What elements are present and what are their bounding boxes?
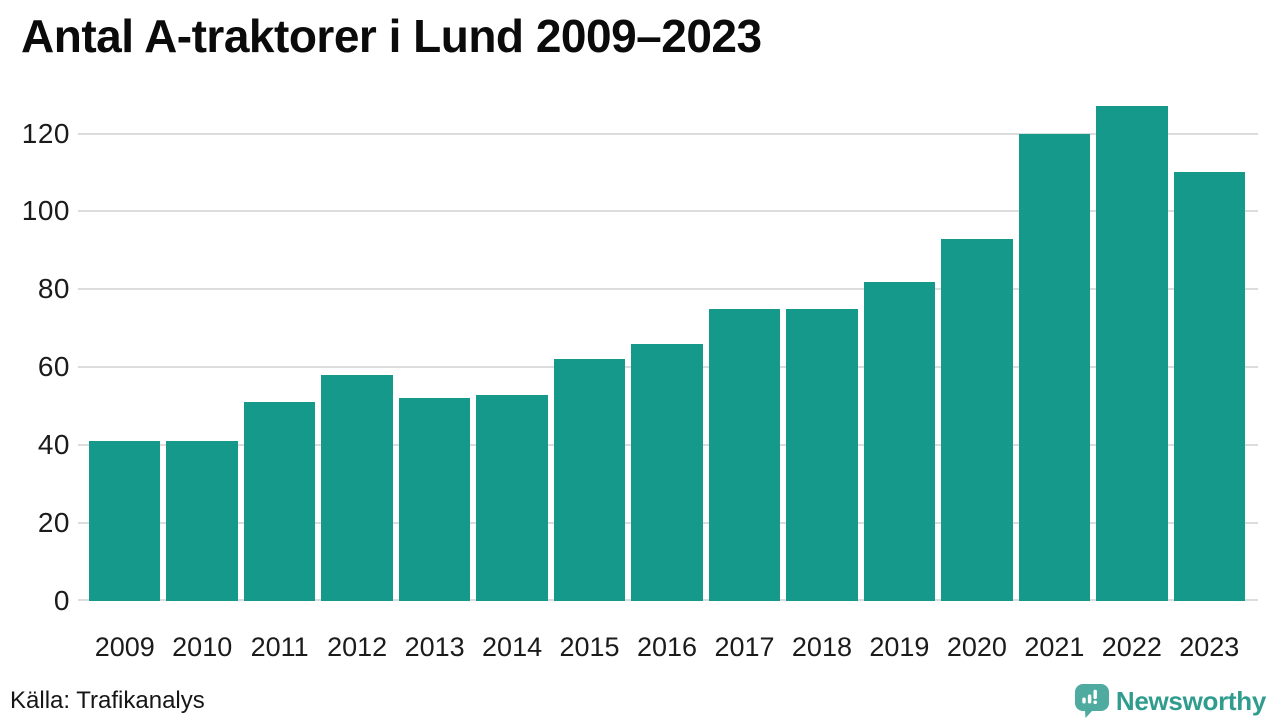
x-tick-label-2011: 2011: [250, 632, 309, 662]
bar-series: [89, 100, 1246, 601]
bar-2023: [1173, 172, 1246, 601]
gridline-120: [78, 132, 1258, 135]
newsworthy-speech-bubble-bar-chart-icon: [1074, 684, 1109, 718]
gridline-100: [78, 210, 1258, 213]
bar-2010: [166, 441, 238, 601]
x-tick-label-2015: 2015: [559, 632, 620, 662]
bar-2022: [1096, 106, 1168, 601]
bar-2016: [631, 343, 703, 601]
bar-2009: [89, 441, 161, 601]
y-tick-label-20: 20: [37, 507, 70, 539]
bar-2013: [398, 398, 471, 601]
x-tick-label-2009: 2009: [94, 632, 155, 662]
x-tick-label-2021: 2021: [1024, 632, 1085, 662]
bar-2021: [1018, 133, 1091, 601]
y-tick-label-0: 0: [53, 585, 70, 616]
x-tick-label-2010: 2010: [172, 632, 233, 662]
x-tick-label-2020: 2020: [946, 632, 1007, 662]
bar-2011: [243, 402, 316, 601]
gridline-80: [78, 288, 1258, 291]
x-axis-tick-labels: 2009 2010 2011 2012 2013 2014 2015 2016 2017 2018…: [89, 632, 1245, 662]
x-tick-label-2013: 2013: [404, 632, 465, 662]
bar-2018: [786, 308, 858, 601]
x-tick-label-2012: 2012: [327, 632, 388, 662]
bar-2019: [863, 281, 936, 601]
y-tick-label-120: 120: [21, 117, 70, 149]
x-tick-label-2016: 2016: [636, 632, 698, 662]
bar-2012: [321, 375, 393, 601]
y-tick-label-40: 40: [37, 429, 70, 461]
newsworthy-wordmark: Newsworthy: [1115, 686, 1266, 716]
y-tick-label-60: 60: [37, 351, 70, 383]
y-tick-label-100: 100: [21, 195, 70, 227]
x-tick-label-2023: 2023: [1179, 632, 1240, 662]
source-label: Källa: Trafikanalys: [10, 687, 205, 714]
bar-2015: [553, 359, 626, 601]
chart-title: Antal A-traktorer i Lund 2009–2023: [21, 10, 762, 62]
bar-2017: [708, 308, 781, 601]
x-tick-label-2018: 2018: [791, 632, 852, 662]
plot-area: [78, 100, 1258, 601]
x-tick-label-2022: 2022: [1101, 632, 1162, 662]
x-tick-label-2017: 2017: [714, 632, 775, 662]
newsworthy-logo: Newsworthy: [1074, 684, 1266, 718]
bar-2014: [476, 394, 548, 601]
x-tick-label-2019: 2019: [869, 632, 930, 662]
y-tick-label-80: 80: [37, 273, 70, 305]
x-tick-label-2014: 2014: [482, 632, 543, 662]
bar-2020: [941, 238, 1013, 601]
